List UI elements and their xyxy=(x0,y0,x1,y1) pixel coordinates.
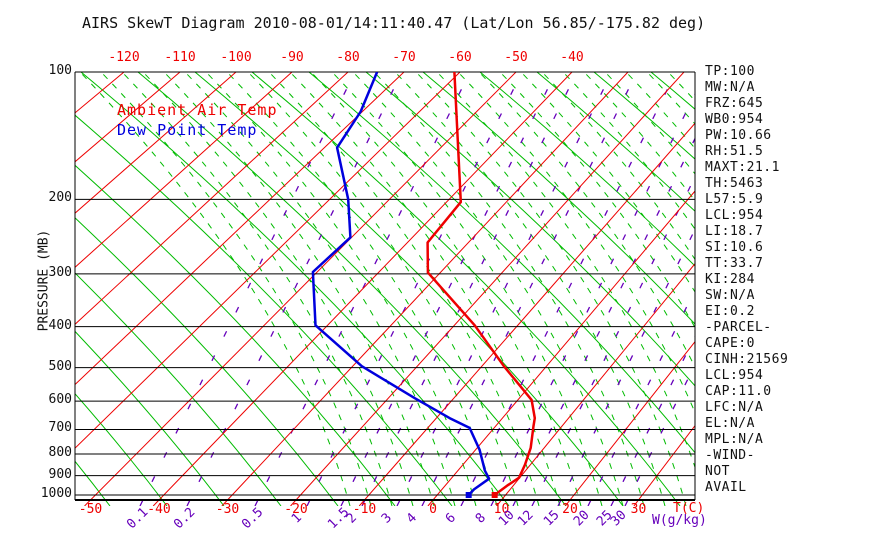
stats-row: TH:5463 xyxy=(705,176,764,191)
stats-row: CINH:21569 xyxy=(705,352,789,367)
moist-adiabat-lines xyxy=(79,72,695,506)
temp-top-tick-label: -70 xyxy=(392,50,416,65)
stats-row: EI:0.2 xyxy=(705,304,755,319)
temp-top-tick-label: -110 xyxy=(164,50,196,65)
stats-row: -PARCEL- xyxy=(705,320,772,335)
chart-title: AIRS SkewT Diagram 2010-08-01/14:11:40.4… xyxy=(82,14,706,32)
temp-top-tick-label: -90 xyxy=(280,50,304,65)
stats-row: MAXT:21.1 xyxy=(705,160,780,175)
stats-row: FRZ:645 xyxy=(705,96,764,111)
temperature-profile-line xyxy=(426,72,537,496)
temp-top-tick-label: -100 xyxy=(220,50,252,65)
dewpoint-profile-line xyxy=(311,72,491,496)
temp-bottom-tick-label: 30 xyxy=(630,502,647,517)
dewpoint-profile-line-end-marker xyxy=(465,492,472,498)
pressure-grid-lines xyxy=(75,71,695,496)
stats-row: AVAIL xyxy=(705,480,747,495)
pressure-tick-label: 600 xyxy=(48,392,72,408)
stats-row: -WIND- xyxy=(705,448,755,463)
temp-bottom-tick-label: -40 xyxy=(147,502,171,517)
grid-lines xyxy=(75,72,695,506)
legend-ambient-air-temp: Ambient Air Temp xyxy=(117,101,278,119)
dry-adiabat-lines xyxy=(75,72,695,506)
stats-row: PW:10.66 xyxy=(705,128,772,143)
temp-bottom-tick-label: 0 xyxy=(429,502,437,517)
temp-top-tick-label: -40 xyxy=(560,50,584,65)
stats-row: SI:10.6 xyxy=(705,240,764,255)
pressure-tick-label: 200 xyxy=(48,190,72,206)
stats-row: SW:N/A xyxy=(705,288,755,303)
stats-row: NOT xyxy=(705,464,730,479)
stats-row: TT:33.7 xyxy=(705,256,764,271)
plot-frame xyxy=(74,72,696,501)
stats-row: WB0:954 xyxy=(705,112,764,127)
stats-row: MPL:N/A xyxy=(705,432,764,447)
temp-top-tick-label: -60 xyxy=(448,50,472,65)
isotherm-lines xyxy=(75,72,695,506)
stats-row: RH:51.5 xyxy=(705,144,764,159)
temp-top-tick-label: -50 xyxy=(504,50,528,65)
pressure-tick-label: 900 xyxy=(48,466,72,482)
stats-row: LI:18.7 xyxy=(705,224,764,239)
temp-bottom-tick-label: 10 xyxy=(493,502,510,517)
stats-row: EL:N/A xyxy=(705,416,755,431)
stats-row: LCL:954 xyxy=(705,208,764,223)
stats-row: TP:100 xyxy=(705,64,755,79)
legend-dew-point-temp: Dew Point Temp xyxy=(117,121,258,139)
pressure-tick-label: 100 xyxy=(48,63,72,78)
temp-top-tick-label: -120 xyxy=(108,50,140,65)
pressure-tick-label: 700 xyxy=(48,420,72,436)
pressure-tick-label: 500 xyxy=(48,358,72,374)
stats-row: CAPE:0 xyxy=(705,336,755,351)
temp-top-tick-label: -80 xyxy=(336,50,360,65)
stats-row: KI:284 xyxy=(705,272,755,287)
temp-bottom-tick-label: -10 xyxy=(352,502,377,517)
temp-bottom-tick-label: -50 xyxy=(78,502,103,517)
pressure-tick-label: 800 xyxy=(48,445,72,460)
temp-bottom-tick-label: -30 xyxy=(215,502,240,517)
stats-row: LCL:954 xyxy=(705,368,764,383)
stats-row: L57:5.9 xyxy=(705,192,764,207)
stats-row: LFC:N/A xyxy=(705,400,764,415)
pressure-tick-label: 400 xyxy=(48,317,72,333)
temperature-axis-label: T(C) xyxy=(673,501,705,516)
temp-bottom-tick-label: 20 xyxy=(562,502,578,517)
stats-row: CAP:11.0 xyxy=(705,384,772,399)
mixing-ratio-axis-label: W(g/kg) xyxy=(652,513,707,528)
pressure-tick-label: 1000 xyxy=(40,486,72,501)
pressure-tick-label: 300 xyxy=(48,264,72,280)
temperature-profile-line-end-marker xyxy=(491,492,498,498)
stats-row: MW:N/A xyxy=(705,80,755,95)
temp-bottom-tick-label: -20 xyxy=(284,502,308,517)
